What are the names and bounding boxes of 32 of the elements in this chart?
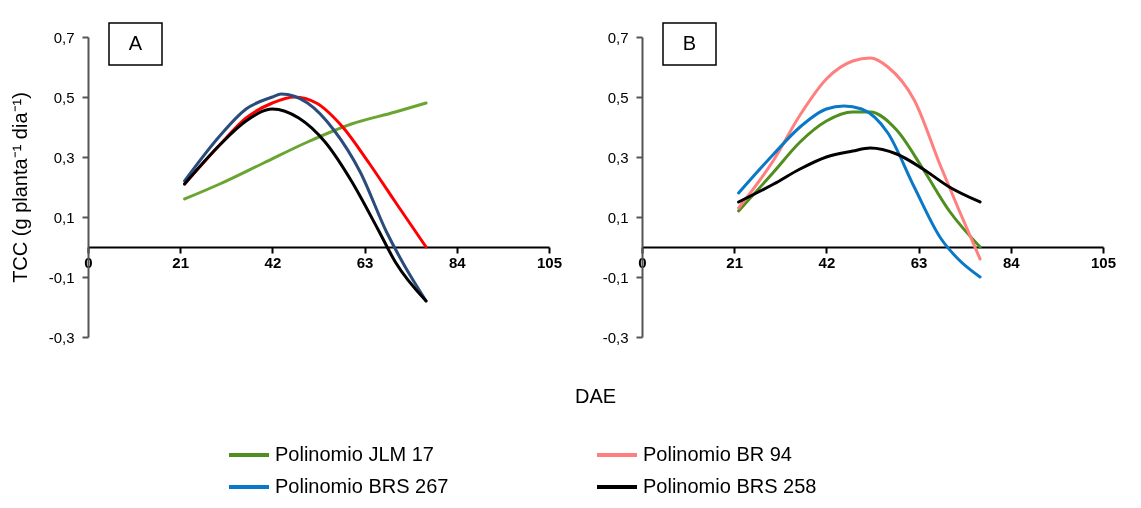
x-tick-label: 63 [910, 253, 928, 271]
y-tick-label: -0,3 [602, 328, 629, 346]
legend-label: Polinomio BRS 258 [643, 475, 817, 497]
x-tick-label: 105 [1090, 253, 1117, 271]
x-tick-label: 21 [726, 253, 744, 271]
y-tick-label: 0,1 [607, 208, 629, 226]
y-tick-label: -0,1 [602, 268, 629, 286]
x-axis-title: DAE [574, 385, 617, 407]
y-tick-label: -0,3 [48, 328, 75, 346]
x-tick-label: 42 [818, 253, 836, 271]
x-tick-label: 84 [448, 253, 467, 271]
y-tick-label: 0,3 [607, 148, 629, 166]
line-series [737, 146, 982, 204]
y-tick-label: -0,1 [48, 268, 75, 286]
y-tick-label: 0,5 [53, 88, 75, 106]
x-tick-label: 105 [536, 253, 563, 271]
annotation: B [682, 32, 697, 54]
legend-label: Polinomio BR 94 [643, 443, 792, 465]
x-tick-label: 42 [264, 253, 282, 271]
y-tick-label: 0,7 [607, 28, 629, 46]
y-tick-label: 0,3 [53, 148, 75, 166]
x-tick-label: 21 [172, 253, 190, 271]
y-tick-label: 0,5 [607, 88, 629, 106]
y-tick-label: 0,1 [53, 208, 75, 226]
line-series [183, 101, 428, 201]
x-tick-label: 84 [1002, 253, 1021, 271]
y-tick-label: 0,7 [53, 28, 75, 46]
legend-label: Polinomio JLM 17 [275, 443, 434, 465]
x-tick-label: 63 [356, 253, 374, 271]
annotation: A [128, 32, 143, 54]
legend-label: Polinomio BRS 267 [275, 475, 449, 497]
y-axis-title: TCC (g planta⁻¹ dia⁻¹) [8, 92, 31, 283]
